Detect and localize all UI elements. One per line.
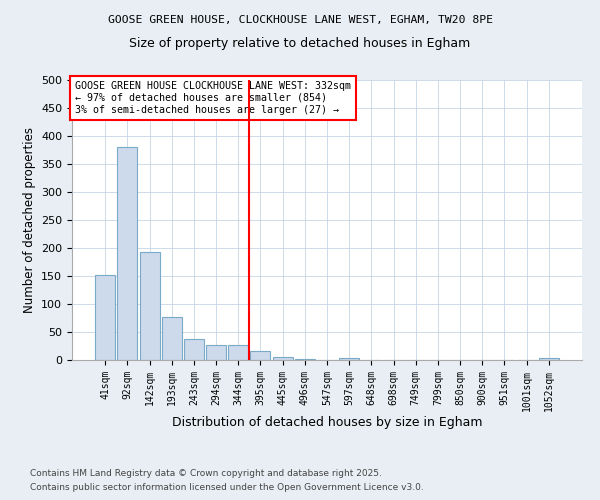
Bar xyxy=(295,359,315,360)
Bar xyxy=(228,346,248,360)
Bar xyxy=(184,338,204,360)
Text: GOOSE GREEN HOUSE CLOCKHOUSE LANE WEST: 332sqm
← 97% of detached houses are smal: GOOSE GREEN HOUSE CLOCKHOUSE LANE WEST: … xyxy=(74,82,350,114)
Bar xyxy=(272,356,293,360)
Text: Contains HM Land Registry data © Crown copyright and database right 2025.: Contains HM Land Registry data © Crown c… xyxy=(30,468,382,477)
Bar xyxy=(162,317,182,360)
Bar xyxy=(140,252,160,360)
Text: GOOSE GREEN HOUSE, CLOCKHOUSE LANE WEST, EGHAM, TW20 8PE: GOOSE GREEN HOUSE, CLOCKHOUSE LANE WEST,… xyxy=(107,15,493,25)
X-axis label: Distribution of detached houses by size in Egham: Distribution of detached houses by size … xyxy=(172,416,482,430)
Text: Contains public sector information licensed under the Open Government Licence v3: Contains public sector information licen… xyxy=(30,484,424,492)
Y-axis label: Number of detached properties: Number of detached properties xyxy=(23,127,35,313)
Bar xyxy=(250,351,271,360)
Bar xyxy=(539,358,559,360)
Bar xyxy=(339,358,359,360)
Bar xyxy=(206,346,226,360)
Bar xyxy=(118,146,137,360)
Text: Size of property relative to detached houses in Egham: Size of property relative to detached ho… xyxy=(130,38,470,51)
Bar xyxy=(95,275,115,360)
